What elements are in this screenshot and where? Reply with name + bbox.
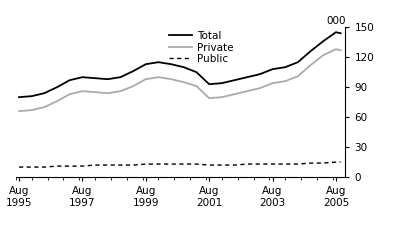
Public — [80, 165, 85, 168]
Private — [220, 96, 224, 99]
Private — [143, 78, 148, 81]
Total — [181, 66, 186, 69]
Public — [220, 164, 224, 166]
Private — [207, 97, 212, 99]
Legend: Total, Private, Public: Total, Private, Public — [170, 31, 234, 64]
Total — [321, 40, 326, 43]
Public — [333, 161, 338, 163]
Public — [67, 165, 72, 168]
Line: Public: Public — [19, 162, 341, 167]
Total — [17, 96, 21, 99]
Private — [308, 64, 313, 67]
Public — [55, 165, 60, 168]
Public — [131, 164, 135, 166]
Public — [181, 163, 186, 165]
Private — [131, 85, 135, 88]
Total — [333, 31, 338, 34]
Line: Private: Private — [19, 49, 341, 111]
Private — [29, 109, 34, 111]
Private — [93, 91, 98, 94]
Total — [131, 70, 135, 73]
Public — [105, 164, 110, 166]
Public — [308, 162, 313, 164]
Public — [245, 163, 250, 165]
Public — [156, 163, 161, 165]
Total — [143, 63, 148, 66]
Private — [156, 76, 161, 79]
Private — [169, 78, 173, 81]
Public — [283, 163, 287, 165]
Total — [156, 61, 161, 64]
Public — [232, 164, 237, 166]
Public — [194, 163, 199, 165]
Private — [283, 80, 287, 83]
Public — [295, 163, 300, 165]
Private — [105, 92, 110, 94]
Total — [93, 77, 98, 79]
Text: 000: 000 — [326, 16, 345, 26]
Private — [245, 90, 250, 93]
Public — [207, 164, 212, 166]
Public — [338, 161, 343, 163]
Public — [270, 163, 275, 165]
Private — [333, 48, 338, 51]
Public — [29, 166, 34, 168]
Private — [118, 90, 123, 93]
Total — [105, 78, 110, 81]
Public — [93, 164, 98, 166]
Total — [118, 76, 123, 79]
Total — [29, 95, 34, 98]
Total — [207, 83, 212, 86]
Private — [55, 100, 60, 103]
Private — [17, 110, 21, 113]
Private — [270, 82, 275, 84]
Public — [17, 166, 21, 168]
Private — [321, 54, 326, 57]
Total — [232, 79, 237, 81]
Private — [181, 81, 186, 84]
Total — [169, 63, 173, 66]
Private — [295, 75, 300, 78]
Total — [308, 50, 313, 53]
Public — [143, 163, 148, 165]
Private — [42, 106, 47, 109]
Total — [258, 73, 262, 76]
Total — [67, 79, 72, 81]
Total — [283, 66, 287, 69]
Public — [42, 166, 47, 168]
Total — [80, 76, 85, 79]
Private — [194, 85, 199, 88]
Total — [245, 76, 250, 79]
Private — [80, 90, 85, 93]
Public — [118, 164, 123, 166]
Line: Total: Total — [19, 32, 341, 97]
Total — [220, 82, 224, 84]
Total — [42, 92, 47, 94]
Total — [270, 68, 275, 71]
Private — [258, 87, 262, 89]
Total — [194, 71, 199, 74]
Public — [321, 162, 326, 164]
Total — [338, 32, 343, 35]
Private — [67, 93, 72, 96]
Private — [338, 49, 343, 52]
Total — [55, 86, 60, 89]
Public — [258, 163, 262, 165]
Total — [295, 61, 300, 64]
Private — [232, 93, 237, 96]
Public — [169, 163, 173, 165]
